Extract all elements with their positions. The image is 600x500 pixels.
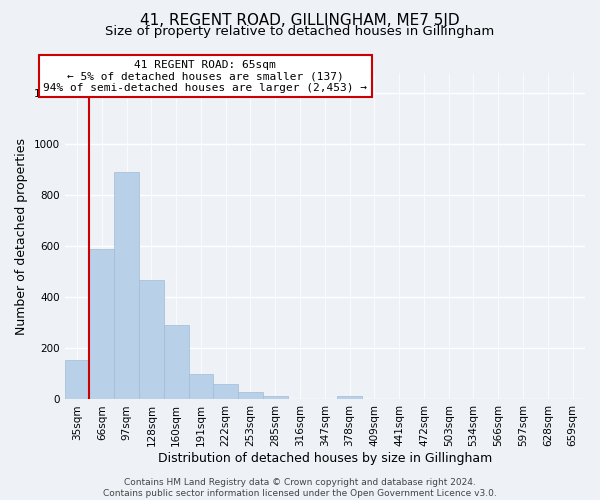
Bar (114, 172, 139, 400)
Bar (65, 360, 89, 400)
Text: Contains HM Land Registry data © Crown copyright and database right 2024.
Contai: Contains HM Land Registry data © Crown c… (103, 478, 497, 498)
Bar (238, 392, 263, 400)
Bar (263, 396, 287, 400)
Bar (214, 384, 238, 400)
Bar (139, 280, 164, 400)
Text: 41 REGENT ROAD: 65sqm
← 5% of detached houses are smaller (137)
94% of semi-deta: 41 REGENT ROAD: 65sqm ← 5% of detached h… (43, 60, 367, 93)
Text: 41, REGENT ROAD, GILLINGHAM, ME7 5JD: 41, REGENT ROAD, GILLINGHAM, ME7 5JD (140, 12, 460, 28)
Bar (188, 374, 214, 400)
Bar (164, 326, 188, 400)
Bar (337, 396, 362, 400)
Text: Size of property relative to detached houses in Gillingham: Size of property relative to detached ho… (106, 25, 494, 38)
Bar (89, 249, 114, 400)
X-axis label: Distribution of detached houses by size in Gillingham: Distribution of detached houses by size … (158, 452, 492, 465)
Y-axis label: Number of detached properties: Number of detached properties (15, 138, 28, 334)
